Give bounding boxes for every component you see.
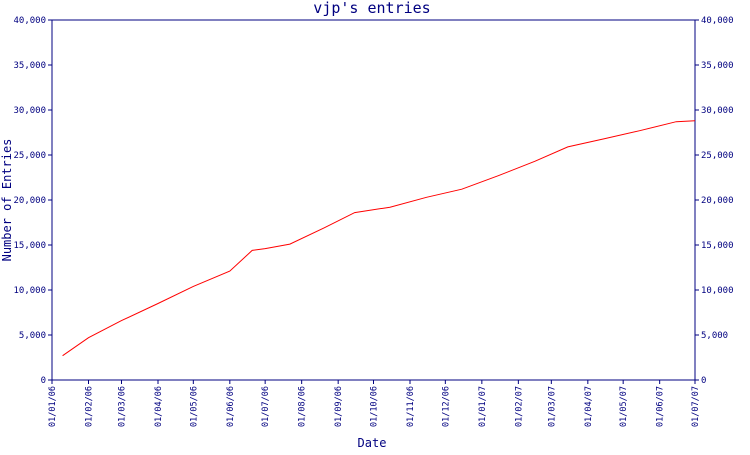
y-tick-label-right: 10,000 <box>701 286 734 296</box>
y-tick-label: 25,000 <box>13 151 46 161</box>
y-tick-label-right: 40,000 <box>701 16 734 26</box>
plot-area <box>51 19 696 381</box>
x-tick-label: 01/04/07 <box>584 386 594 427</box>
x-tick-label: 01/03/07 <box>547 386 557 427</box>
y-tick-label-right: 25,000 <box>701 151 734 161</box>
x-tick-label: 01/06/06 <box>226 386 236 427</box>
y-tick-label: 30,000 <box>13 106 46 116</box>
x-tick-label: 01/12/06 <box>441 386 451 427</box>
y-tick-label: 0 <box>41 376 46 386</box>
y-axis-right: 0 5,000 10,000 15,000 20,000 25,000 30,000 35,0… <box>695 16 734 386</box>
y-tick-label-right: 35,000 <box>701 61 734 71</box>
x-tick-label: 01/01/06 <box>48 386 58 427</box>
x-tick-label: 01/01/07 <box>478 386 488 427</box>
y-tick-label: 20,000 <box>13 196 46 206</box>
x-tick-label: 01/05/07 <box>619 386 629 427</box>
y-tick-label-right: 15,000 <box>701 241 734 251</box>
x-tick-label: 01/07/06 <box>261 386 271 427</box>
x-tick-label: 01/10/06 <box>370 386 380 427</box>
x-axis-label: Date <box>358 436 387 450</box>
x-tick-label: 01/06/07 <box>656 386 666 427</box>
x-tick-label: 01/07/07 <box>691 386 701 427</box>
y-tick-label: 35,000 <box>13 61 46 71</box>
y-tick-label: 5,000 <box>19 331 46 341</box>
y-tick-label-right: 0 <box>701 376 706 386</box>
y-tick-label-right: 20,000 <box>701 196 734 206</box>
chart-title: vjp's entries <box>313 0 430 17</box>
x-tick-label: 01/09/06 <box>334 386 344 427</box>
y-tick-label: 10,000 <box>13 286 46 296</box>
y-tick-label: 40,000 <box>13 16 46 26</box>
series-line <box>62 120 696 357</box>
y-axis-label: Number of Entries <box>0 139 14 262</box>
x-tick-label: 01/02/06 <box>85 386 95 427</box>
x-tick-label: 01/11/06 <box>406 386 416 427</box>
x-tick-label: 01/08/06 <box>298 386 308 427</box>
x-tick-label: 01/04/06 <box>154 386 164 427</box>
x-tick-label: 01/02/07 <box>514 386 524 427</box>
x-tick-label: 01/05/06 <box>189 386 199 427</box>
y-tick-label: 15,000 <box>13 241 46 251</box>
y-axis-left: 0 5,000 10,000 15,000 20,000 25,000 30,000 35,0… <box>13 16 52 386</box>
x-tick-label: 01/03/06 <box>117 386 127 427</box>
x-axis: 01/01/06 01/02/06 01/03/06 01/04/06 01/05/06… <box>48 380 701 427</box>
y-tick-label-right: 30,000 <box>701 106 734 116</box>
y-tick-label-right: 5,000 <box>701 331 728 341</box>
